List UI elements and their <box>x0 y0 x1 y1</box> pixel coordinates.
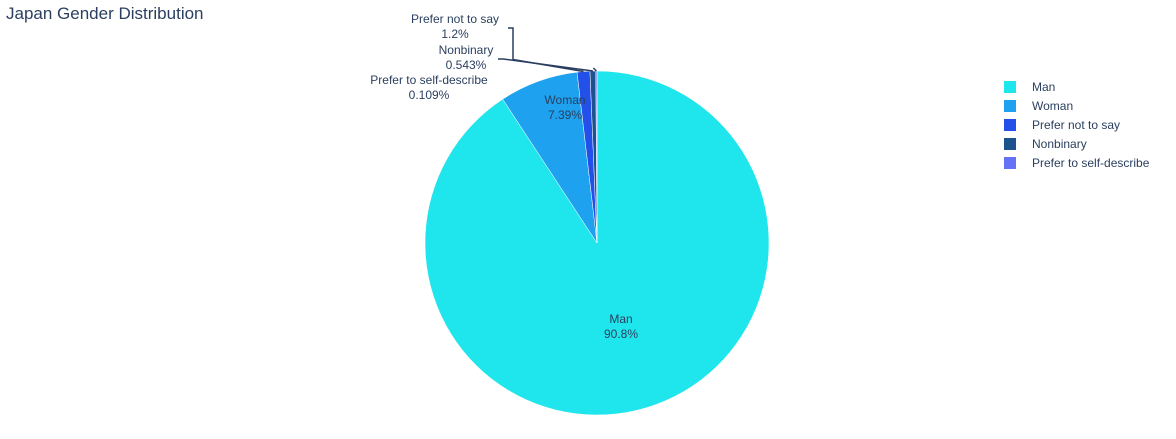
legend-swatch <box>1004 156 1016 169</box>
legend-swatch <box>1004 80 1016 93</box>
legend-swatch <box>1004 99 1016 112</box>
legend-item-prefer-not-to-say[interactable]: Prefer not to say <box>1004 115 1149 134</box>
legend-swatch <box>1004 137 1016 150</box>
legend-label: Nonbinary <box>1032 136 1087 151</box>
chart-title: Japan Gender Distribution <box>6 4 204 23</box>
legend-item-prefer-to-self-describe[interactable]: Prefer to self-describe <box>1004 153 1149 172</box>
slice-label-nonbinary: Nonbinary 0.543% <box>439 43 494 72</box>
slice-label-woman: Woman 7.39% <box>544 93 585 122</box>
slice-label-prefer-not-to-say: Prefer not to say 1.2% <box>411 12 499 41</box>
legend-label: Woman <box>1032 98 1074 113</box>
slice-label-man: Man 90.8% <box>604 312 638 341</box>
legend-item-woman[interactable]: Woman <box>1004 96 1149 115</box>
leader-line-nonbinary <box>498 58 593 72</box>
leader-line-prefer-to-self-describe <box>592 67 597 72</box>
legend-label: Man <box>1032 79 1056 94</box>
legend-swatch <box>1004 118 1016 131</box>
legend-label: Prefer to self-describe <box>1032 155 1150 170</box>
legend-label: Prefer not to say <box>1032 117 1121 132</box>
slice-label-prefer-to-self-describe: Prefer to self-describe 0.109% <box>370 73 488 102</box>
legend-item-man[interactable]: Man <box>1004 77 1149 96</box>
legend-item-nonbinary[interactable]: Nonbinary <box>1004 134 1149 153</box>
legend: Man Woman Prefer not to say Nonbinary Pr… <box>1004 77 1149 172</box>
